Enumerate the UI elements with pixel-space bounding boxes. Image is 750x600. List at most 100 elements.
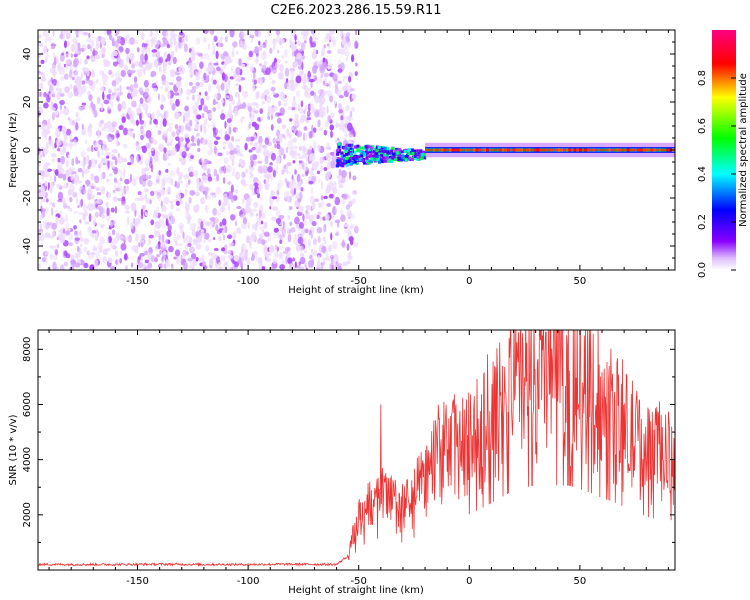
heatmap-cell [317,235,321,243]
heatmap-cell [262,44,267,48]
heatmap-cell [43,102,49,109]
heatmap-cell [211,252,217,261]
heatmap-cell [169,69,176,78]
heatmap-cell [175,75,182,82]
heatmap-cell [290,75,294,82]
heatmap-cell [295,75,302,84]
heatmap-cell [209,30,215,35]
heatmap-cell [232,166,235,175]
heatmap-cell [190,88,196,94]
heatmap-cell [311,175,317,183]
heatmap-cell [192,52,196,61]
heatmap-cell [264,67,271,75]
heatmap-cell [352,192,358,196]
heatmap-cell [250,173,254,178]
heatmap-cell [212,45,216,51]
heatmap-cell [297,233,303,239]
heatmap-cell [174,124,179,130]
heatmap-cell [100,102,104,111]
heatmap-cell [130,69,136,74]
heatmap-cell [98,206,104,215]
heatmap-cell [88,226,92,231]
heatmap-cell [305,92,312,99]
colorbar-ticks: 0.0 0.2 0.4 0.6 0.8 [697,70,736,278]
heatmap-cell [311,221,317,227]
heatmap-cell [38,143,41,147]
heatmap-cell [241,116,245,120]
heatmap-cell [76,232,81,236]
heatmap-cell [255,77,261,81]
heatmap-cell [175,45,178,52]
heatmap-cell [176,234,181,240]
heatmap-cell [151,49,158,53]
heatmap-cell [321,199,325,208]
heatmap-cell [234,189,239,194]
heatmap-cell [245,199,250,208]
heatmap-cell [227,203,231,213]
heatmap-cell [167,90,171,100]
heatmap-cell [103,99,110,105]
heatmap-cell [162,254,166,259]
heatmap-cell [84,221,89,225]
heatmap-cell [248,50,254,58]
heatmap-cell [60,264,65,270]
heatmap-cell [117,182,122,191]
heatmap-cell [121,116,126,123]
heatmap-cell [173,92,180,96]
heatmap-cell [325,90,332,96]
heatmap-cell [170,50,175,59]
heatmap-cell [102,248,108,256]
heatmap-cell [249,111,252,118]
heatmap-cell [59,76,66,81]
heatmap-cell [281,233,285,238]
heatmap-cell [134,197,140,201]
heatmap-cell [206,74,210,82]
heatmap-cell [199,56,205,60]
heatmap-cell [145,60,149,64]
heatmap-cell [88,32,91,39]
heatmap-cell [221,72,226,81]
heatmap-cell [350,147,354,151]
heatmap-cell [326,43,330,47]
heatmap-cell [93,109,98,118]
heatmap-cell [96,78,99,83]
heatmap-cell [109,241,116,249]
heatmap-cell [104,147,110,152]
heatmap-cell [337,64,342,69]
heatmap-cell [183,115,186,124]
heatmap-cell [136,155,139,164]
heatmap-cell [91,229,97,234]
heatmap-cell [341,164,345,168]
heatmap-cell [94,233,99,241]
heatmap-cell [341,37,347,46]
heatmap-cell [120,69,126,78]
heatmap-cell [67,188,73,196]
heatmap-cell [275,209,281,217]
heatmap-cell [345,32,351,37]
heatmap-cell [279,234,282,242]
heatmap-cell [257,160,263,164]
heatmap-cell [168,82,174,86]
heatmap-cell [140,31,145,41]
heatmap-cell [130,221,134,230]
y-tick-label: 8000 [22,337,33,362]
heatmap-cell [362,152,366,156]
heatmap-cell [340,115,344,121]
heatmap-cell [309,36,313,44]
heatmap-cell [348,75,352,83]
heatmap-cell [266,30,272,38]
heatmap-cell [328,80,332,89]
heatmap-cell [371,154,375,158]
heatmap-cell [43,130,50,134]
heatmap-cell [303,237,307,246]
heatmap-cell [123,167,126,177]
heatmap-cell [338,122,344,131]
heatmap-cell [273,105,278,111]
heatmap-cell [184,133,189,139]
heatmap-cell [248,121,251,129]
heatmap-cell [393,157,397,161]
heatmap-cell [175,207,181,212]
heatmap-cell [95,187,100,191]
heatmap-cell [74,178,78,186]
colorbar-tick-label: 0.0 [697,262,708,278]
